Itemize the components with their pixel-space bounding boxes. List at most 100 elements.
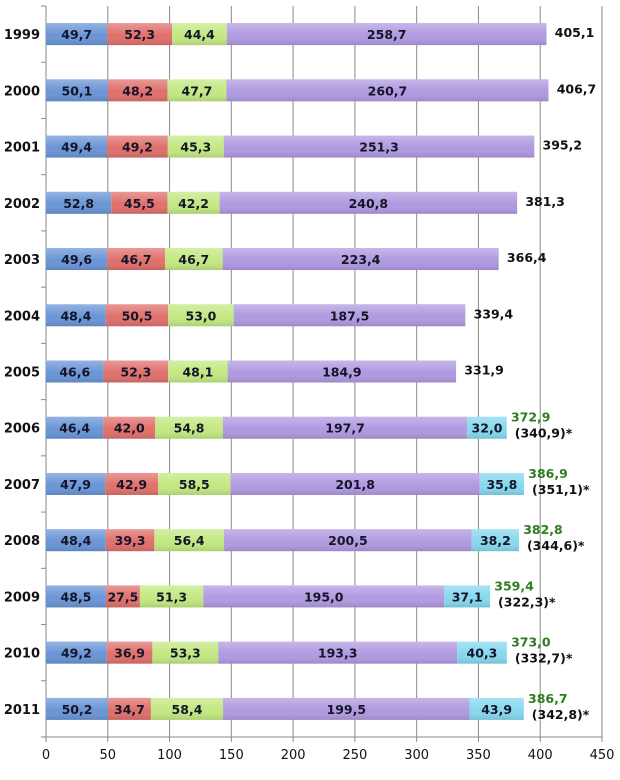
- data-label: 37,1: [452, 589, 483, 604]
- bar-segment-shade: [223, 135, 535, 158]
- bar-segment-shade: [203, 585, 445, 608]
- bar-segment-shade: [152, 641, 219, 664]
- bar-segment-shade: [219, 191, 518, 214]
- data-label: 48,5: [61, 589, 92, 604]
- total-label: 381,3: [525, 194, 565, 209]
- category-label: 2006: [4, 422, 40, 437]
- bar-segment-shade: [154, 529, 225, 552]
- category-label: 2011: [4, 703, 40, 718]
- total-label: 405,1: [555, 25, 595, 40]
- data-label: 47,7: [182, 83, 213, 98]
- bar-segment-shade: [105, 585, 140, 608]
- bar-segment-shade: [106, 641, 153, 664]
- data-label: 200,5: [328, 533, 368, 548]
- data-label: 54,8: [174, 421, 205, 436]
- bar-segment-shade: [167, 135, 224, 158]
- category-label: 2003: [4, 253, 40, 268]
- x-tick-label: 300: [404, 748, 429, 763]
- bar-segment-shade: [108, 697, 151, 720]
- total-labels: 405,1 406,7 395,2 381,3 366,4 339,4 331,9 372,9…: [464, 25, 596, 722]
- data-label: 48,4: [60, 533, 91, 548]
- category-label: 2005: [4, 366, 40, 381]
- data-label: 35,8: [486, 477, 517, 492]
- data-label: 53,3: [170, 646, 201, 661]
- bar-segment-shade: [139, 585, 204, 608]
- data-label: 38,2: [480, 533, 511, 548]
- data-label: 46,7: [178, 252, 209, 267]
- bar-segment-shade: [226, 79, 549, 102]
- data-label: 34,7: [114, 702, 145, 717]
- bar-segment-shade: [167, 191, 220, 214]
- bar-segment-shade: [46, 641, 107, 664]
- category-label: 2008: [4, 534, 40, 549]
- data-label: 50,2: [62, 702, 93, 717]
- total-label: 373,0: [511, 635, 551, 650]
- x-tick-label: 450: [590, 748, 615, 763]
- bar-segment-shade: [111, 191, 168, 214]
- category-label: 2002: [4, 197, 40, 212]
- bar-segment-shade: [103, 416, 156, 439]
- bar-segment-shade: [105, 304, 169, 327]
- bar-segment-shade: [46, 472, 106, 495]
- data-label: 49,2: [122, 140, 153, 155]
- data-label: 42,0: [114, 421, 145, 436]
- data-label: 56,4: [174, 533, 205, 548]
- data-label: 49,4: [61, 140, 92, 155]
- data-label: 49,2: [61, 646, 92, 661]
- x-tick-label: 250: [342, 748, 367, 763]
- bar-segment-shade: [168, 360, 228, 383]
- bar-segment-shade: [46, 585, 106, 608]
- bar-segment-shade: [167, 79, 227, 102]
- bar-segment-shade: [469, 697, 524, 720]
- category-label: 2004: [4, 309, 40, 324]
- category-label: 1999: [4, 28, 40, 43]
- x-tick-label: 350: [466, 748, 491, 763]
- bars: 49,7 52,3 44,4 258,7 50,1 48,2 47,7 260,7 49,4 49…: [46, 23, 549, 720]
- data-label: 193,3: [318, 646, 358, 661]
- bar-segment-shade: [230, 472, 480, 495]
- bar-segment-shade: [46, 416, 104, 439]
- total-label: 331,9: [464, 363, 504, 378]
- bar-segment-shade: [457, 641, 507, 664]
- bar-segment-shade: [107, 23, 173, 46]
- bar-segment-shade: [46, 304, 106, 327]
- data-label: 44,4: [184, 27, 215, 42]
- bar-segment-shade: [471, 529, 519, 552]
- bar-segment-shade: [150, 697, 224, 720]
- data-label: 32,0: [472, 421, 503, 436]
- bar-segment-shade: [227, 360, 457, 383]
- data-label: 42,9: [116, 477, 147, 492]
- bar-segment-shade: [218, 641, 458, 664]
- x-tick-label: 200: [281, 748, 306, 763]
- x-tick-label: 100: [157, 748, 182, 763]
- data-label: 195,0: [304, 589, 344, 604]
- bar-segment-shade: [222, 248, 499, 271]
- x-tick-label: 400: [528, 748, 553, 763]
- category-label: 2000: [4, 84, 40, 99]
- x-tick-label: 50: [100, 748, 117, 763]
- bar-segment-shade: [233, 304, 466, 327]
- bar-segment-shade: [46, 360, 104, 383]
- data-label: 48,1: [182, 365, 213, 380]
- bar-segment-shade: [467, 416, 507, 439]
- total-label: 386,9: [528, 466, 568, 481]
- bar-segment-shade: [158, 472, 231, 495]
- bar-segment-shade: [46, 697, 109, 720]
- data-label: 50,5: [122, 308, 153, 323]
- bar-segment-shade: [164, 248, 223, 271]
- bar-segment-shade: [168, 304, 234, 327]
- bar-segment-shade: [46, 23, 108, 46]
- data-label: 58,4: [172, 702, 203, 717]
- total-excl-label: (340,9)*: [515, 426, 573, 441]
- data-label: 260,7: [368, 83, 408, 98]
- total-label: 359,4: [494, 578, 534, 593]
- data-label: 53,0: [186, 308, 217, 323]
- total-excl-label: (342,8)*: [532, 707, 590, 722]
- bar-segment-shade: [107, 248, 165, 271]
- data-label: 27,5: [107, 589, 138, 604]
- category-label: 2010: [4, 647, 40, 662]
- data-label: 199,5: [327, 702, 367, 717]
- data-label: 51,3: [156, 589, 187, 604]
- bar-segment-shade: [103, 360, 169, 383]
